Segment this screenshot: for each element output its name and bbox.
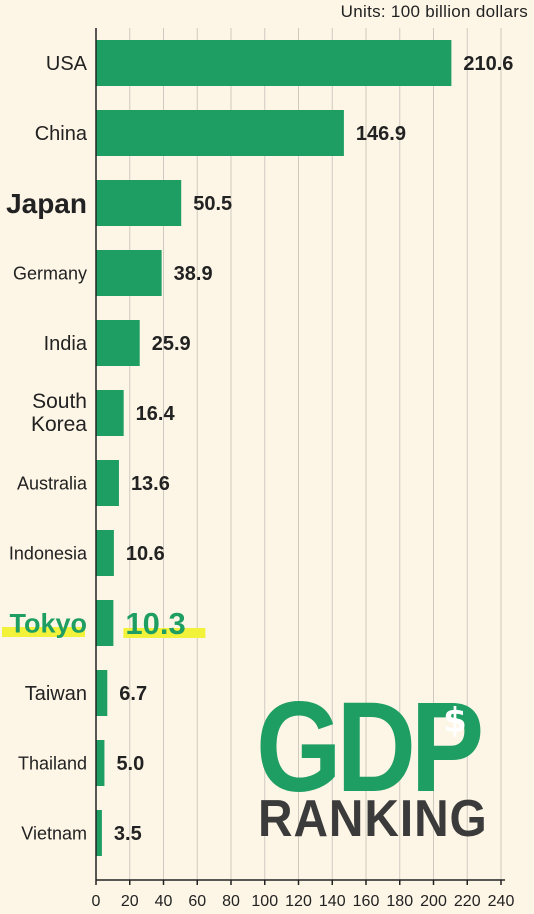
bar: [96, 390, 124, 436]
bars: [96, 40, 452, 856]
x-tick-label: 140: [319, 893, 346, 910]
category-label: Germany: [13, 263, 87, 283]
category-label: Vietnam: [21, 823, 87, 843]
x-tick-label: 160: [353, 893, 380, 910]
x-tick-label: 180: [386, 893, 413, 910]
value-label: 210.6: [463, 53, 513, 75]
bar: [96, 670, 108, 716]
category-label: USA: [46, 53, 88, 75]
x-tick-label: 220: [454, 893, 481, 910]
value-label: 146.9: [356, 123, 406, 145]
x-tick-label: 100: [251, 893, 278, 910]
bar: [96, 110, 344, 156]
bar: [96, 740, 105, 786]
value-label: 50.5: [193, 193, 232, 215]
bar: [96, 600, 114, 646]
bar: [96, 180, 182, 226]
highlight-marker: [2, 627, 85, 637]
value-label: 6.7: [119, 683, 147, 705]
category-labels: USA China Japan Germany India South Korea Austr…: [2, 53, 88, 843]
category-label: Thailand: [18, 753, 87, 773]
value-label: 3.5: [114, 823, 142, 845]
bar: [96, 250, 162, 296]
category-label: China: [35, 123, 88, 145]
gdp-title: GDP: [256, 676, 484, 819]
x-tick-label: 20: [121, 893, 139, 910]
bar: [96, 40, 452, 86]
category-label: Tokyo: [9, 609, 87, 639]
x-tick-label: 0: [92, 893, 101, 910]
bar: [96, 810, 102, 856]
x-tick-label: 40: [155, 893, 173, 910]
bar: [96, 460, 119, 506]
category-label: India: [44, 333, 88, 355]
value-label: 25.9: [152, 333, 191, 355]
x-tick-label: 60: [188, 893, 206, 910]
units-label: Units: 100 billion dollars: [340, 2, 528, 21]
bar: [96, 320, 140, 366]
x-tick-label: 240: [488, 893, 515, 910]
value-label: 16.4: [136, 403, 176, 425]
highlight-marker: [123, 628, 206, 638]
category-label: Indonesia: [9, 543, 88, 563]
dollar-sign-icon: $: [443, 701, 467, 741]
value-label: 5.0: [116, 753, 144, 775]
category-label: Japan: [6, 188, 87, 219]
value-labels: 210.6 146.9 50.5 38.9 25.9 16.4 13.6 10.6 10.3 6.…: [114, 53, 514, 845]
x-tick-label: 120: [285, 893, 312, 910]
x-tick-label: 200: [420, 893, 447, 910]
value-label: 10.3: [125, 606, 185, 641]
ranking-subtitle: RANKING: [258, 790, 488, 848]
value-label: 38.9: [174, 263, 213, 285]
category-label: Taiwan: [25, 683, 87, 705]
grid-lines: [129, 28, 502, 880]
value-label: 10.6: [126, 543, 165, 565]
value-label: 13.6: [131, 473, 170, 495]
category-label: South Korea: [31, 390, 87, 436]
bar: [96, 530, 114, 576]
x-axis: 0 20 40 60 80 100 120 140 160 180 200 220 240: [92, 28, 515, 910]
category-label: Australia: [17, 473, 88, 493]
x-tick-label: 80: [222, 893, 240, 910]
